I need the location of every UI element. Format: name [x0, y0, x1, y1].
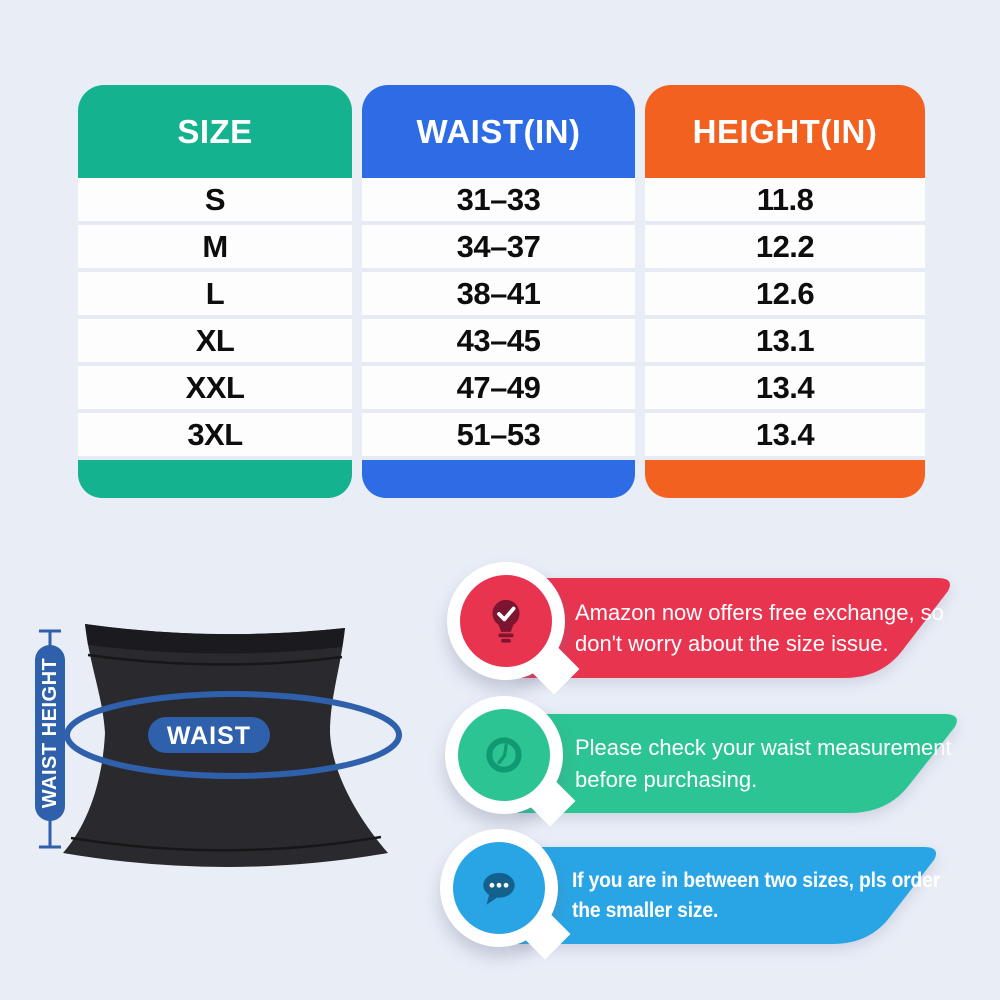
waist-cell: 43–45: [362, 319, 635, 366]
callout-icon-circle: [460, 575, 552, 667]
clock-icon: [486, 737, 522, 773]
height-column: HEIGHT(IN) 11.8 12.2 12.6 13.1 13.4 13.4: [645, 85, 925, 498]
callout-banner-exchange: [518, 578, 950, 678]
height-cell: 12.6: [645, 272, 925, 319]
height-cell: 12.2: [645, 225, 925, 272]
height-cell: 13.4: [645, 366, 925, 413]
height-cell: 13.4: [645, 413, 925, 460]
waist-cell: 34–37: [362, 225, 635, 272]
size-column: SIZE S M L XL XXL 3XL: [78, 85, 352, 498]
size-cell: L: [78, 272, 352, 319]
waist-trainer-illustration: WAIST WAIST HEIGHT: [35, 624, 402, 867]
callout-text: If you are in between two sizes, pls ord…: [572, 868, 941, 922]
waist-cell: 31–33: [362, 178, 635, 225]
callout-icon-circle: [453, 842, 545, 934]
waist-height-label: WAIST HEIGHT: [39, 658, 61, 808]
column-footer-size: [78, 460, 352, 498]
column-footer-waist: [362, 460, 635, 498]
column-header-waist: WAIST(IN): [362, 85, 635, 178]
garment-bottom-seam: [70, 835, 382, 852]
size-cell: XL: [78, 319, 352, 366]
size-cell: M: [78, 225, 352, 272]
lightbulb-check-icon: [492, 599, 520, 643]
callout-icon-circle: [458, 709, 550, 801]
waist-cell: 38–41: [362, 272, 635, 319]
waist-label-pill: [148, 717, 270, 753]
size-cell: S: [78, 178, 352, 225]
callout-banner-measure: [518, 714, 957, 813]
garment-top-seam: [87, 653, 343, 666]
column-header-size: SIZE: [78, 85, 352, 178]
waist-column: WAIST(IN) 31–33 34–37 38–41 43–45 47–49 …: [362, 85, 635, 498]
column-header-height: HEIGHT(IN): [645, 85, 925, 178]
waist-cell: 51–53: [362, 413, 635, 460]
size-table: SIZE S M L XL XXL 3XL WAIST(IN) 31–33 34…: [78, 85, 925, 498]
garment-top-rim: [85, 624, 345, 654]
chat-dots-icon: [483, 872, 515, 905]
callout-banner-between-sizes: [515, 847, 937, 944]
waist-measure-ellipse: [64, 691, 402, 779]
waist-label: WAIST: [167, 722, 251, 750]
column-footer-height: [645, 460, 925, 498]
size-cell: 3XL: [78, 413, 352, 460]
height-cell: 13.1: [645, 319, 925, 366]
height-cell: 11.8: [645, 178, 925, 225]
callout-text: Amazon now offers free exchange, so don'…: [575, 599, 944, 656]
waist-height-pill: [35, 645, 65, 821]
callout-text: Please check your waist measurement befo…: [575, 735, 952, 792]
waist-cell: 47–49: [362, 366, 635, 413]
size-cell: XXL: [78, 366, 352, 413]
